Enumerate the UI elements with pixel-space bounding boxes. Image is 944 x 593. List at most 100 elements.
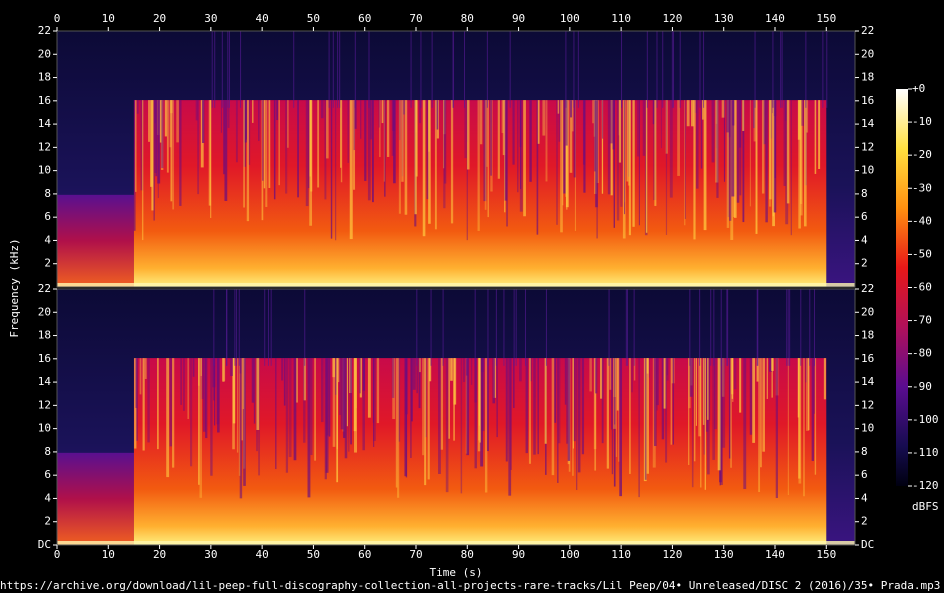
colorbar-tick-label: -110 [912,446,939,459]
spectrogram-texture [684,100,686,220]
x-tick-label: 60 [358,12,371,25]
spectrogram-texture [512,100,515,165]
spectrogram-texture [139,358,142,395]
y-tick-label: 18 [38,329,51,342]
spectrogram-texture [716,100,719,198]
spectrogram-texture [612,100,616,150]
spectrogram-texture [241,358,243,441]
spectrogram-texture [346,358,348,427]
spectrogram-texture [243,358,246,486]
spectrogram-texture [403,100,406,115]
colorbar-tick-label: -50 [912,247,932,260]
spectrogram-texture [666,358,668,376]
spectrogram-texture [243,100,245,208]
x-tick-label: 70 [409,12,422,25]
spectrogram-texture [195,100,198,121]
spectrogram-texture [693,100,696,240]
spectrogram-texture [565,31,567,108]
spectrogram-texture [627,100,631,186]
spectrogram-texture [253,358,256,424]
y-tick-label: 8 [44,187,51,200]
y-tick-label: 18 [38,71,51,84]
spectrogram-texture [699,31,701,108]
spectrogram-texture [142,358,145,451]
spectrogram-texture [702,358,705,425]
spectrogram-texture [631,358,633,393]
spectrogram-texture [684,100,686,226]
spectrogram-texture [208,100,212,206]
spectrogram-texture [573,100,576,178]
spectrogram-texture [656,31,658,108]
spectrogram-texture [730,358,732,468]
y-tick-label: 22 [38,24,51,37]
spectrogram-texture [814,100,817,174]
spectrogram-texture [691,358,694,488]
spectrogram-texture [713,358,717,430]
x-tick-label: 140 [765,548,785,561]
spectrogram-texture [170,100,173,114]
spectrogram-texture [480,358,484,467]
spectrogram-texture [273,100,276,200]
spectrogram-texture [524,289,526,366]
spectrogram-texture [787,289,789,366]
spectrogram-texture [378,100,380,128]
y-tick-label: 14 [861,117,875,130]
spectrogram-texture [239,358,242,374]
spectrogram-texture [367,358,371,418]
spectrogram-texture [422,358,425,456]
spectrogram-texture [340,100,343,183]
spectrogram-texture [391,100,395,156]
spectrogram-texture [557,358,559,483]
spectrogram-texture [205,358,208,439]
spectrogram-texture [364,100,367,181]
y-tick-label: 22 [38,282,51,295]
spectrogram-texture [781,31,783,108]
spectrogram-texture [170,100,173,202]
spectrogram-texture [297,100,299,198]
spectrogram-texture [172,100,175,210]
spectrogram-texture [756,358,759,382]
spectrogram-texture [505,358,508,462]
colorbar-tick-label: -70 [912,314,932,327]
spectrogram-texture [362,358,366,391]
spectrogram-texture [155,100,158,177]
y-tick-label: 4 [861,491,868,504]
spectrogram-texture [404,100,408,215]
spectrogram-texture [530,358,532,382]
spectrogram-texture [263,100,266,189]
spectrogram-texture [172,358,175,468]
y-tick-label: 2 [44,515,51,528]
spectrogram-texture [545,100,548,182]
spectrogram-texture [515,289,517,366]
spectrogram-texture [220,100,223,133]
spectrogram-texture [656,358,659,406]
spectrogram-texture [157,100,159,198]
spectrogram-texture [242,358,244,410]
spectrogram-texture [420,31,422,108]
spectrogram-texture [642,100,646,156]
spectrogram-texture [619,358,623,497]
spectrogram-texture [689,358,693,397]
spectrogram-texture [304,289,306,366]
spectrogram-texture [147,358,150,443]
spectrogram-texture [140,100,144,191]
spectrogram-texture [508,358,512,496]
spectrogram-texture [148,100,150,142]
spectrogram-texture [144,358,147,379]
spectrogram-texture [809,289,811,366]
spectrogram-texture [689,289,691,366]
spectrogram-texture [595,358,598,394]
spectrogram-texture [190,358,193,467]
spectrogram-texture [513,289,515,366]
spectrogram-texture [688,358,690,465]
spectrogram-texture [721,100,725,118]
spectrogram-texture [626,289,628,366]
spectrogram-texture [427,358,430,480]
spectrogram-texture [610,358,613,430]
x-tick-label: 140 [765,12,785,25]
spectrogram-texture [711,100,715,163]
y-tick-label: 18 [861,71,874,84]
spectrogram-texture [474,289,476,366]
spectrogram-texture [626,100,629,182]
